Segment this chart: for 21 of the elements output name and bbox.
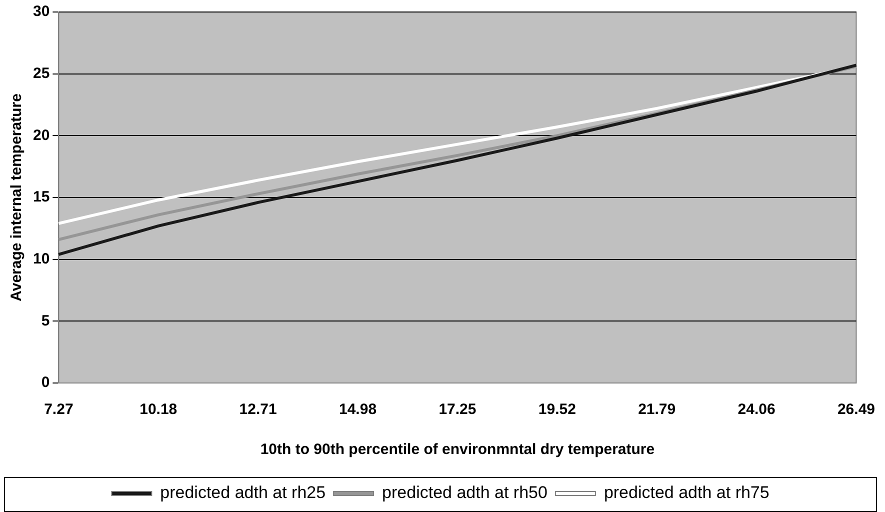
x-axis-title: 10th to 90th percentile of environmntal dry temperature xyxy=(260,441,655,458)
x-tick-label: 19.52 xyxy=(538,401,576,418)
x-tick-label: 12.71 xyxy=(239,401,277,418)
y-tick-label: 5 xyxy=(41,312,50,330)
legend-label: predicted adth at rh50 xyxy=(382,483,548,502)
y-tick-label: 10 xyxy=(32,250,50,268)
y-tick-label: 30 xyxy=(32,3,50,20)
y-tick-label: 15 xyxy=(32,188,50,206)
y-tick-label: 25 xyxy=(32,64,50,82)
x-tick-label: 26.49 xyxy=(837,401,876,418)
x-tick-label: 21.79 xyxy=(638,401,676,418)
y-axis-title: Average internal temperature xyxy=(8,94,26,302)
legend-label: predicted adth at rh25 xyxy=(160,483,326,502)
y-tick-label: 20 xyxy=(32,126,50,144)
x-tick-label: 7.27 xyxy=(44,401,74,418)
legend-label: predicted adth at rh75 xyxy=(604,483,770,502)
x-tick-label: 14.98 xyxy=(338,401,377,418)
x-tick-label: 10.18 xyxy=(140,401,178,418)
x-tick-label: 17.25 xyxy=(438,401,476,418)
y-tick-label: 0 xyxy=(41,374,50,392)
x-tick-label: 24.06 xyxy=(738,401,776,418)
